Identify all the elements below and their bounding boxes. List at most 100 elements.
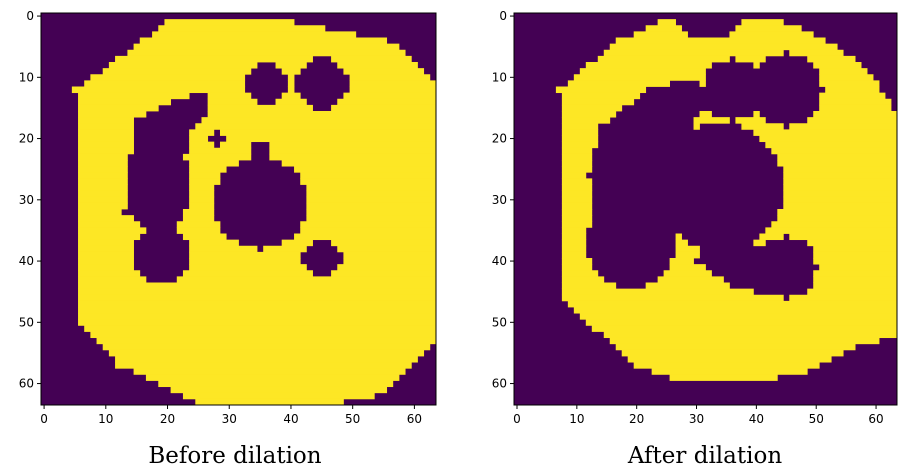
heatmap-cell-run (753, 129, 898, 136)
heatmap-cell-run (561, 245, 587, 253)
heatmap-cell-run (561, 239, 587, 247)
heatmap-cell-run (765, 227, 898, 234)
heatmap-cell-run (729, 31, 814, 38)
heatmap-cell-run (615, 37, 826, 45)
heatmap-cell-run (84, 80, 246, 87)
heatmap-cell-run (819, 68, 868, 75)
heatmap-cell-run (300, 227, 437, 234)
heatmap-cell-run (78, 239, 134, 247)
heatmap-cell-run (675, 233, 682, 241)
heatmap-cell-run (158, 380, 394, 388)
heatmap-cell-run (269, 141, 437, 149)
heatmap-cell-run (207, 111, 437, 118)
heatmap-cell-run (337, 245, 437, 253)
heatmap-cell-run (115, 356, 418, 363)
heatmap-cell-run (783, 178, 898, 185)
heatmap-cell-run (78, 264, 134, 271)
heatmap-cell-run (759, 135, 898, 143)
heatmap-cell-run (306, 196, 437, 204)
heatmap-cell-run (609, 43, 838, 51)
x-tick-label: 20 (629, 412, 644, 426)
y-tick-label: 30 (492, 193, 507, 207)
heatmap-cell-run (783, 172, 898, 179)
heatmap-cell-run (561, 123, 599, 130)
heatmap-cell-run (78, 209, 122, 216)
heatmap-cell-run (597, 55, 730, 63)
heatmap-cell-run (182, 209, 215, 216)
heatmap-cell-run (819, 74, 874, 81)
heatmap-cell-run (819, 92, 886, 100)
heatmap-cell-run (813, 276, 898, 283)
heatmap-cell-run (777, 215, 898, 222)
heatmap-cell-run (807, 239, 898, 247)
y-tick-label: 10 (492, 70, 507, 84)
heatmap-cell-run (561, 221, 593, 228)
heatmap-cell-run (306, 215, 437, 222)
x-tick-label: 10 (98, 412, 113, 426)
heatmap-cell-run (78, 258, 134, 265)
heatmap-cells (555, 19, 898, 381)
heatmap-cell-run (78, 160, 128, 167)
heatmap-cell-run (753, 62, 760, 69)
heatmap-cell-run (84, 325, 437, 332)
heatmap-cell-run (189, 190, 215, 198)
heatmap-cell-run (90, 331, 437, 339)
heatmap-cell-run (78, 190, 128, 198)
heatmap-cell-run (561, 288, 754, 296)
heatmap-cell-run (331, 239, 437, 247)
heatmap-cell-run (189, 178, 221, 185)
heatmap-cell-run (189, 160, 239, 167)
heatmap-cell-run (349, 74, 431, 81)
heatmap-cell-run (78, 319, 437, 326)
heatmap-cell-run (771, 147, 898, 155)
heatmap-cell-run (139, 37, 388, 45)
heatmap-cell-run (735, 117, 766, 124)
x-tick-label: 0 (40, 412, 48, 426)
heatmap-cell-run (561, 172, 587, 179)
heatmap-cell-run (555, 86, 647, 94)
heatmap-cell-run (158, 25, 326, 32)
heatmap-cell-run (585, 319, 898, 326)
y-tick-label: 0 (499, 9, 507, 23)
heatmap-cell-run (182, 215, 215, 222)
heatmap-cell-run (813, 245, 898, 253)
x-tick-label: 0 (513, 412, 521, 426)
heatmap-cell-run (561, 141, 599, 149)
heatmap-cell-run (759, 233, 784, 241)
heatmap-cell-run (561, 129, 599, 136)
heatmap-cell-run (287, 80, 295, 87)
heatmap-cell-run (741, 19, 784, 26)
heatmap-cell-run (561, 166, 593, 173)
heatmap-cell-run (591, 325, 898, 332)
heatmap-cell-run (96, 337, 437, 345)
heatmap-cell-run (300, 178, 437, 185)
heatmap-cell-run (78, 196, 128, 204)
x-tick-label: 60 (407, 412, 422, 426)
heatmap-cell-run (609, 337, 880, 345)
heatmap-cell-run (777, 153, 898, 161)
heatmap-cell-run (269, 147, 437, 155)
heatmap-cell-run (561, 202, 593, 210)
heatmap-cell-run (294, 166, 437, 173)
heatmap-cell-run (825, 86, 880, 94)
heatmap-cell-run (603, 331, 898, 339)
x-tick-label: 60 (868, 412, 883, 426)
heatmap-cell-run (176, 221, 221, 228)
heatmap-cell-run (287, 74, 295, 81)
heatmap-cell-run (561, 184, 593, 192)
heatmap-cell-run (78, 117, 134, 124)
heatmap-cell-run (189, 258, 301, 265)
heatmap-cell-run (78, 215, 134, 222)
heatmap-cell-run (78, 123, 134, 130)
heatmap-cell-run (783, 184, 898, 192)
heatmap-cell-run (657, 19, 676, 26)
heatmap-cell-run (603, 49, 784, 57)
heatmap-cell-run (813, 258, 898, 265)
heatmap-cell-run (343, 92, 437, 100)
heatmap-cell-run (585, 62, 712, 69)
axes-frame (40, 12, 437, 406)
heatmap-cell-run (78, 221, 141, 228)
heatmap-cell-run (807, 117, 898, 124)
x-tick-label: 30 (222, 412, 237, 426)
heatmap-cell-run (102, 343, 431, 351)
